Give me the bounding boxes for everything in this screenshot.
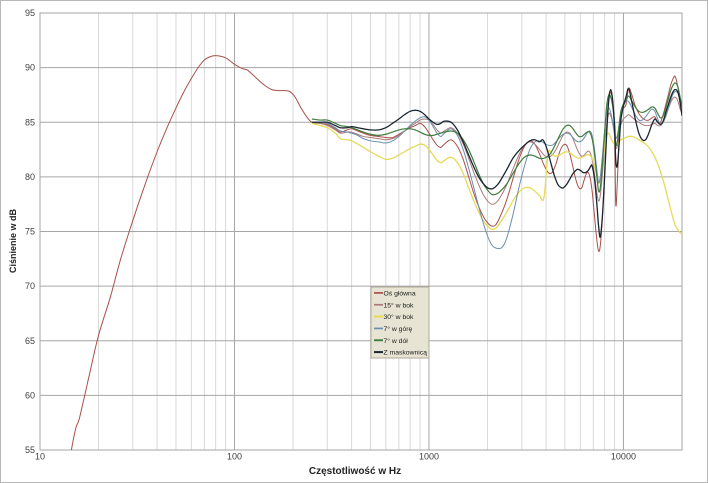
svg-text:90: 90 [25,63,35,73]
svg-text:80: 80 [25,172,35,182]
svg-text:100: 100 [227,452,242,462]
svg-text:Oś główna: Oś główna [384,290,416,297]
svg-text:Z maskownicą: Z maskownicą [384,350,428,357]
svg-text:10: 10 [35,452,45,462]
svg-text:15° w bok: 15° w bok [384,301,415,309]
svg-text:1000: 1000 [419,452,439,462]
svg-text:65: 65 [25,336,35,346]
svg-text:30° w bok: 30° w bok [384,313,415,321]
svg-text:85: 85 [25,117,35,127]
svg-text:55: 55 [25,445,35,455]
svg-text:7° w górę: 7° w górę [384,325,413,333]
svg-text:75: 75 [25,227,35,237]
svg-text:10000: 10000 [611,452,636,462]
svg-text:95: 95 [25,8,35,18]
svg-text:7° w dół: 7° w dół [384,337,409,345]
svg-text:60: 60 [25,390,35,400]
svg-text:70: 70 [25,281,35,291]
